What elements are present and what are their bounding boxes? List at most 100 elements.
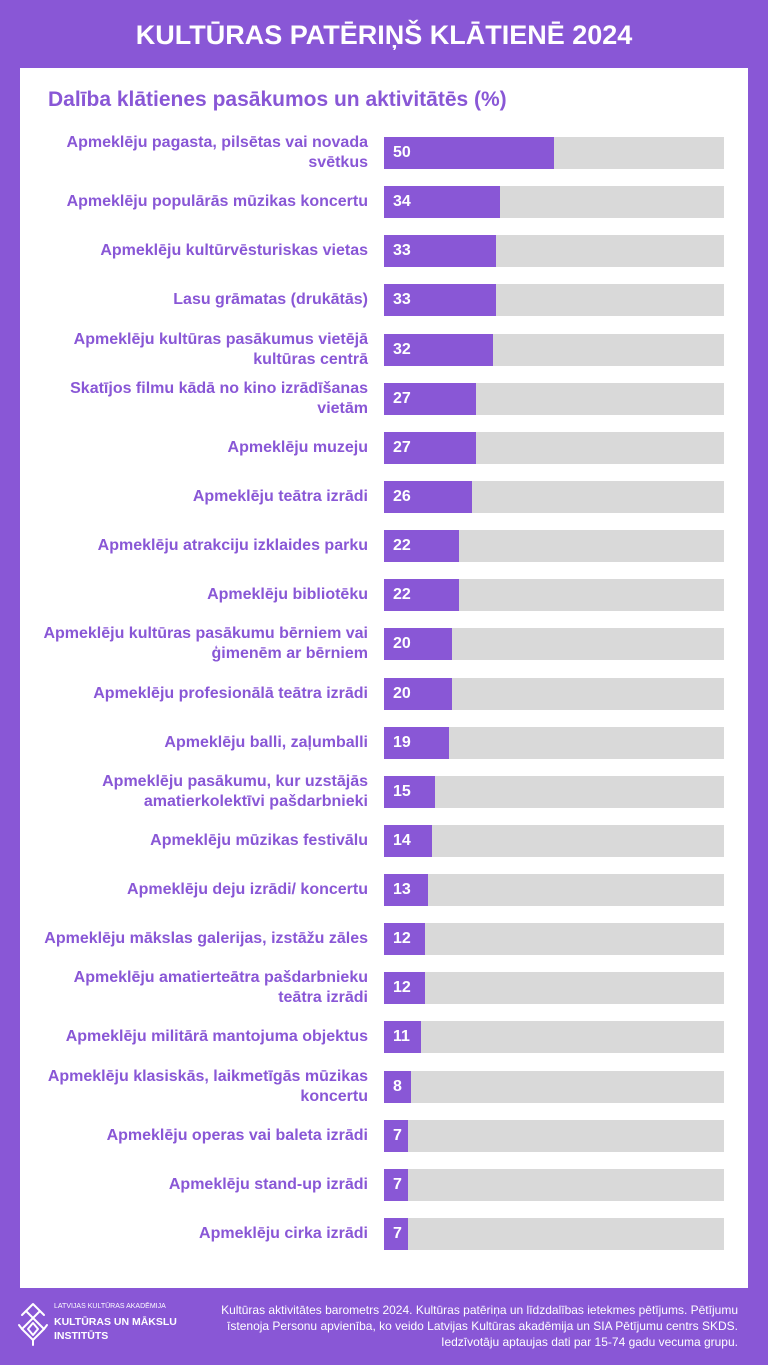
bar-value-label: 14 (393, 831, 411, 849)
bar-track: 12 (384, 923, 724, 956)
bar-value-label: 20 (393, 635, 411, 653)
bar (384, 1070, 412, 1103)
bar-track: 11 (384, 1021, 724, 1054)
bar-row: Apmeklēju mūzikas festivālu 14 (20, 816, 748, 865)
bar (384, 726, 449, 759)
bar-value-label: 7 (393, 1126, 402, 1144)
bar-row: Apmeklēju kultūras pasākumu bērniem vai … (20, 620, 748, 669)
bar-value-label: 34 (393, 193, 411, 211)
bar-category-label: Apmeklēju cirka izrādi (199, 1225, 368, 1243)
bar-row: Apmeklēju cirka izrādi 7 (20, 1209, 748, 1258)
bar-row: Apmeklēju klasiskās, laikmetīgās mūzikas… (20, 1062, 748, 1111)
bar (384, 333, 493, 366)
bar-track: 27 (384, 382, 724, 415)
chart-title: Dalība klātienes pasākumos un aktivitātē… (48, 88, 507, 111)
bar-row: Apmeklēju atrakciju izklaides parku 22 (20, 522, 748, 571)
bar-track: 50 (384, 136, 724, 169)
bar-row: Apmeklēju muzeju 27 (20, 423, 748, 472)
bar-category-label: Apmeklēju deju izrādi/ koncertu (127, 881, 368, 899)
bar-value-label: 13 (393, 881, 411, 899)
bar-value-label: 8 (393, 1077, 402, 1095)
bar-row: Apmeklēju stand-up izrādi 7 (20, 1160, 748, 1209)
academy-logo-icon-svg (18, 1303, 48, 1346)
bar (384, 579, 459, 612)
bar-row: Apmeklēju deju izrādi/ koncertu 13 (20, 866, 748, 915)
bar (384, 874, 429, 907)
bar-value-label: 22 (393, 537, 411, 555)
logo-institute-name-line1: KULTŪRAS UN MĀKSLU (54, 1316, 177, 1328)
bar (384, 382, 476, 415)
bar-category-label: Apmeklēju klasiskās, laikmetīgās mūzikas… (47, 1067, 368, 1105)
bar-row: Apmeklēju pagasta, pilsētas vai novada s… (20, 128, 748, 177)
bar-row: Apmeklēju kultūras pasākumus vietējā kul… (20, 325, 748, 374)
bar-category-label: Apmeklēju muzeju (227, 438, 368, 456)
horizontal-bar-chart: Apmeklēju pagasta, pilsētas vai novada s… (20, 128, 748, 1258)
page-title: KULTŪRAS PATĒRIŅŠ KLĀTIENĒ 2024 (135, 20, 633, 50)
chart-panel: Dalība klātienes pasākumos un aktivitātē… (20, 68, 748, 1288)
bar-category-label: Apmeklēju balli, zaļumballi (164, 733, 368, 751)
bar (384, 136, 554, 169)
bar-value-label: 26 (393, 487, 411, 505)
bar-value-label: 11 (393, 1028, 410, 1046)
bar-track: 14 (384, 824, 724, 857)
source-line: Kultūras aktivitātes barometrs 2024. Kul… (221, 1303, 738, 1317)
bar (384, 1021, 422, 1054)
bar-track: 15 (384, 775, 724, 808)
bar-value-label: 15 (393, 782, 411, 800)
bar-category-label: Apmeklēju bibliotēku (207, 586, 368, 604)
bar (384, 628, 452, 661)
logo-institute-name-line2: INSTITŪTS (54, 1330, 109, 1342)
bar-track: 20 (384, 677, 724, 710)
bar-track: 20 (384, 628, 724, 661)
bar-category-label: Apmeklēju mūzikas festivālu (150, 831, 368, 849)
bar-row: Apmeklēju mākslas galerijas, izstāžu zāl… (20, 915, 748, 964)
source-line: Iedzīvotāju aptaujas dati par 15-74 gadu… (441, 1335, 738, 1349)
bar-category-label: Apmeklēju pasākumu, kur uzstājās amatier… (102, 772, 368, 810)
academy-logo-icon (18, 1302, 48, 1346)
bar-category-label: Apmeklēju operas vai baleta izrādi (106, 1126, 368, 1144)
bar-category-label: Apmeklēju militārā mantojuma objektus (65, 1028, 368, 1046)
bar-track: 19 (384, 726, 724, 759)
bar-category-label: Apmeklēju atrakciju izklaides parku (97, 537, 368, 555)
bar-row: Apmeklēju bibliotēku 22 (20, 571, 748, 620)
bar-row: Apmeklēju teātra izrādi 26 (20, 472, 748, 521)
bar-value-label: 27 (393, 438, 411, 456)
bar-category-label: Apmeklēju populārās mūzikas koncertu (66, 193, 368, 211)
bar-row: Lasu grāmatas (drukātās) 33 (20, 276, 748, 325)
bar-track: 7 (384, 1168, 724, 1201)
bar-category-label: Apmeklēju stand-up izrādi (168, 1175, 368, 1193)
bar-row: Apmeklēju amatierteātra pašdarbnieku teā… (20, 964, 748, 1013)
source-note: Kultūras aktivitātes barometrs 2024. Kul… (221, 1302, 738, 1350)
bar-category-label: Apmeklēju pagasta, pilsētas vai novada s… (66, 133, 368, 171)
bar (384, 677, 452, 710)
bar-category-label: Apmeklēju mākslas galerijas, izstāžu zāl… (44, 930, 368, 948)
bar-track: 33 (384, 284, 724, 317)
bar (384, 480, 473, 513)
bar-category-label: Apmeklēju amatierteātra pašdarbnieku teā… (73, 969, 368, 1007)
bar-value-label: 33 (393, 291, 411, 309)
bar (384, 923, 425, 956)
bar-row: Apmeklēju profesionālā teātra izrādi 20 (20, 669, 748, 718)
bar-value-label: 19 (393, 733, 411, 751)
bar (384, 824, 432, 857)
bar-category-label: Apmeklēju kultūras pasākumus vietējā kul… (73, 330, 368, 368)
bar (384, 1218, 408, 1251)
bar-track: 32 (384, 333, 724, 366)
bar-track: 7 (384, 1119, 724, 1152)
bar (384, 1119, 408, 1152)
logo-academy-name: LATVIJAS KULTŪRAS AKADĒMIJA (54, 1303, 166, 1310)
bar-category-label: Apmeklēju profesionālā teātra izrādi (93, 684, 368, 702)
logo-wordmark: LATVIJAS KULTŪRAS AKADĒMIJA KULTŪRAS UN … (54, 1302, 177, 1343)
bar (384, 284, 497, 317)
bar-value-label: 32 (393, 340, 411, 358)
bar-row: Skatījos filmu kādā no kino izrādīšanas … (20, 374, 748, 423)
bar-category-label: Apmeklēju kultūras pasākumu bērniem vai … (43, 625, 368, 663)
bar-category-label: Apmeklēju teātra izrādi (192, 487, 368, 505)
bar-category-label: Lasu grāmatas (drukātās) (173, 291, 368, 309)
bar (384, 1168, 408, 1201)
bar-row: Apmeklēju operas vai baleta izrādi 7 (20, 1111, 748, 1160)
bar-track: 22 (384, 579, 724, 612)
bar-track: 22 (384, 530, 724, 563)
bar-track: 33 (384, 235, 724, 268)
